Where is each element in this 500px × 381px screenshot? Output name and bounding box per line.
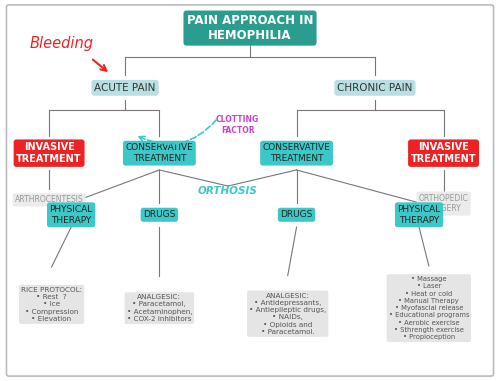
Text: INVASIVE
TREATMENT: INVASIVE TREATMENT xyxy=(16,142,82,164)
Text: DRUGS: DRUGS xyxy=(143,210,176,219)
Text: CLOTTING
FACTOR: CLOTTING FACTOR xyxy=(216,115,260,135)
Text: ORTHOSIS: ORTHOSIS xyxy=(198,186,258,195)
Text: Bleeding: Bleeding xyxy=(30,35,94,51)
Text: PAIN APPROACH IN
HEMOPHILIA: PAIN APPROACH IN HEMOPHILIA xyxy=(187,14,313,42)
Text: INVASIVE
TREATMENT: INVASIVE TREATMENT xyxy=(411,142,476,164)
Text: PHYSICAL
THERAPY: PHYSICAL THERAPY xyxy=(50,205,93,225)
Text: PHYSICAL
THERAPY: PHYSICAL THERAPY xyxy=(398,205,440,225)
Text: CONSERVATIVE
TREATMENT: CONSERVATIVE TREATMENT xyxy=(126,143,193,163)
Text: ORTHOPEDIC
SURGERY: ORTHOPEDIC SURGERY xyxy=(418,194,469,213)
Text: ANALGESIC:
• Paracetamol,
• Acetaminophen,
• COX-2 inhibitors: ANALGESIC: • Paracetamol, • Acetaminophe… xyxy=(126,294,192,322)
Text: RICE PROTOCOL:
• Rest  ?
• Ice
• Compression
• Elevation: RICE PROTOCOL: • Rest ? • Ice • Compress… xyxy=(21,287,82,322)
Text: • Massage
• Laser
• Heat or cold
• Manual Therapy
• Myofascial release
• Educati: • Massage • Laser • Heat or cold • Manua… xyxy=(388,276,469,340)
Text: ACUTE PAIN: ACUTE PAIN xyxy=(94,83,156,93)
Text: CONSERVATIVE
TREATMENT: CONSERVATIVE TREATMENT xyxy=(262,143,330,163)
Text: ARTHROCENTESIS: ARTHROCENTESIS xyxy=(15,195,84,204)
Text: DRUGS: DRUGS xyxy=(280,210,312,219)
Text: ANALGESIC:
• Antidepressants,
• Antiepileptic drugs,
• NAIDs,
• Opioids and
• Pa: ANALGESIC: • Antidepressants, • Antiepil… xyxy=(249,293,326,335)
Text: CHRONIC PAIN: CHRONIC PAIN xyxy=(338,83,412,93)
